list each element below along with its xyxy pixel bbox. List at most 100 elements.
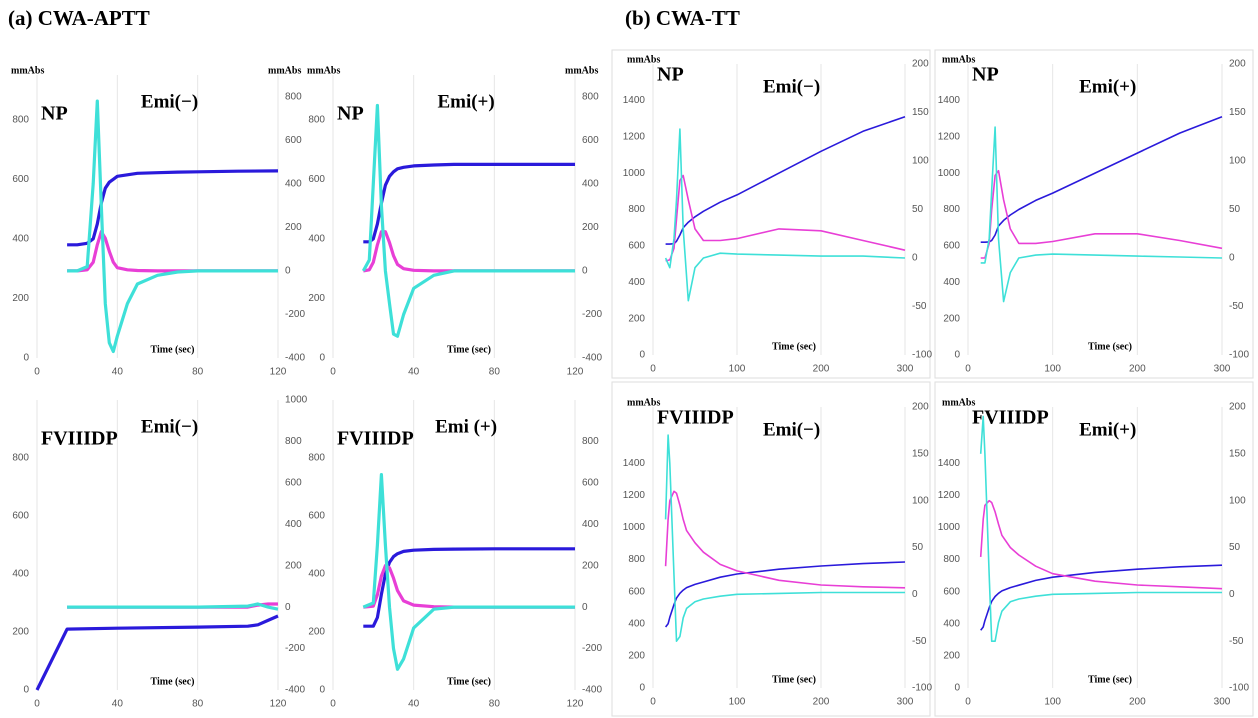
chart-subtitle: Emi(+) <box>1079 419 1136 440</box>
chart-subtitle: Emi(−) <box>141 91 198 112</box>
panel-title: (a) CWA-APTT <box>8 6 150 30</box>
y2-tick-label: 800 <box>582 436 599 447</box>
x-tick-label: 0 <box>34 699 40 710</box>
y2-tick-label: 200 <box>285 222 302 233</box>
y2-tick-label: 0 <box>285 602 291 613</box>
y2-tick-label: -100 <box>1229 683 1249 694</box>
series-line <box>980 115 1223 243</box>
chart-frame <box>934 49 1254 379</box>
y-axis-label: mmAbs <box>627 54 660 65</box>
y2-tick-label: 150 <box>1229 448 1246 459</box>
series-line <box>363 547 575 628</box>
y2-tick-label: -50 <box>912 636 927 647</box>
y-tick-label: 600 <box>12 511 29 522</box>
y-tick-label: 0 <box>954 683 960 694</box>
x-tick-label: 200 <box>1129 697 1146 708</box>
y-axis-label: mmAbs <box>307 65 340 76</box>
x-tick-label: 300 <box>1214 697 1231 708</box>
chart-title: NP <box>972 64 999 86</box>
series-line <box>67 602 279 611</box>
series-line <box>980 169 1223 259</box>
x-tick-label: 100 <box>1044 364 1061 375</box>
y2-tick-label: 200 <box>285 560 302 571</box>
chart-subtitle: Emi(−) <box>763 76 820 97</box>
x-tick-label: 0 <box>650 697 656 708</box>
series-line <box>664 434 905 642</box>
y2-tick-label: -400 <box>582 685 602 696</box>
chart-subtitle: Emi (+) <box>435 416 497 437</box>
y-tick-label: 1400 <box>623 95 646 106</box>
y2-tick-label: -200 <box>285 643 305 654</box>
x-axis-label: Time (sec) <box>1088 674 1132 685</box>
y-tick-label: 400 <box>628 277 645 288</box>
y-tick-label: 600 <box>943 241 960 252</box>
y2-tick-label: -100 <box>1229 350 1249 361</box>
y2-tick-label: 150 <box>912 448 929 459</box>
y-tick-label: 400 <box>628 618 645 629</box>
series-line <box>664 561 906 628</box>
y2-tick-label: 0 <box>285 266 291 277</box>
y2-tick-label: 400 <box>582 178 599 189</box>
y-tick-label: 800 <box>628 204 645 215</box>
x-tick-label: 40 <box>408 367 420 378</box>
y2-tick-label: 200 <box>912 59 929 70</box>
x-tick-label: 100 <box>1044 697 1061 708</box>
y-tick-label: 0 <box>319 685 325 696</box>
series-line <box>980 126 1223 303</box>
x-tick-label: 0 <box>34 367 40 378</box>
x-tick-label: 120 <box>567 699 584 710</box>
y-tick-label: 800 <box>943 204 960 215</box>
y-tick-label: 1000 <box>623 168 646 179</box>
y2-tick-label: 150 <box>1229 107 1246 118</box>
x-tick-label: 0 <box>965 364 971 375</box>
panel-title: (b) CWA-TT <box>625 6 740 30</box>
y-tick-label: 1200 <box>938 490 961 501</box>
x-axis-label: Time (sec) <box>772 674 816 685</box>
y2-tick-label: -400 <box>582 353 602 364</box>
x-tick-label: 200 <box>813 697 830 708</box>
y-tick-label: 800 <box>308 114 325 125</box>
y-tick-label: 600 <box>308 511 325 522</box>
series-line <box>35 614 279 691</box>
x-axis-label: Time (sec) <box>772 341 816 352</box>
y2-tick-label: -400 <box>285 353 305 364</box>
x-tick-label: 80 <box>489 699 501 710</box>
y2-tick-label: -50 <box>1229 301 1244 312</box>
y-tick-label: 400 <box>12 233 29 244</box>
x-axis-label: Time (sec) <box>447 676 491 687</box>
series-line <box>665 115 906 245</box>
y2-tick-label: 600 <box>285 477 302 488</box>
y-tick-label: 0 <box>639 683 645 694</box>
y-tick-label: 600 <box>628 241 645 252</box>
chart-title: FVIIIDP <box>972 407 1049 429</box>
y-tick-label: 1200 <box>938 131 961 142</box>
series-line <box>664 490 906 589</box>
y2-tick-label: 600 <box>285 135 302 146</box>
chart-title: NP <box>41 103 68 125</box>
y-tick-label: 400 <box>943 277 960 288</box>
y2-tick-label: 50 <box>912 204 924 215</box>
y-tick-label: 600 <box>308 174 325 185</box>
x-tick-label: 40 <box>408 699 420 710</box>
y-tick-label: 400 <box>308 233 325 244</box>
x-axis-label: Time (sec) <box>1088 341 1132 352</box>
y2-tick-label: 200 <box>1229 59 1246 70</box>
y2-tick-label: 400 <box>285 519 302 530</box>
y-tick-label: 400 <box>943 618 960 629</box>
y2-tick-label: 0 <box>582 602 588 613</box>
y-tick-label: 200 <box>628 651 645 662</box>
y2-axis-label: mmAbs <box>565 65 598 76</box>
x-tick-label: 40 <box>112 699 124 710</box>
chart-title: FVIIIDP <box>41 428 118 450</box>
chart-subtitle: Emi(+) <box>437 91 494 112</box>
y2-tick-label: -50 <box>1229 636 1244 647</box>
y-tick-label: 1000 <box>623 522 646 533</box>
chart-subtitle: Emi(−) <box>763 419 820 440</box>
x-tick-label: 100 <box>729 697 746 708</box>
y2-axis-label: mmAbs <box>268 65 301 76</box>
y2-tick-label: 50 <box>1229 542 1241 553</box>
y2-tick-label: 200 <box>912 402 929 413</box>
y-axis-label: mmAbs <box>627 397 660 408</box>
y2-tick-label: 400 <box>582 519 599 530</box>
